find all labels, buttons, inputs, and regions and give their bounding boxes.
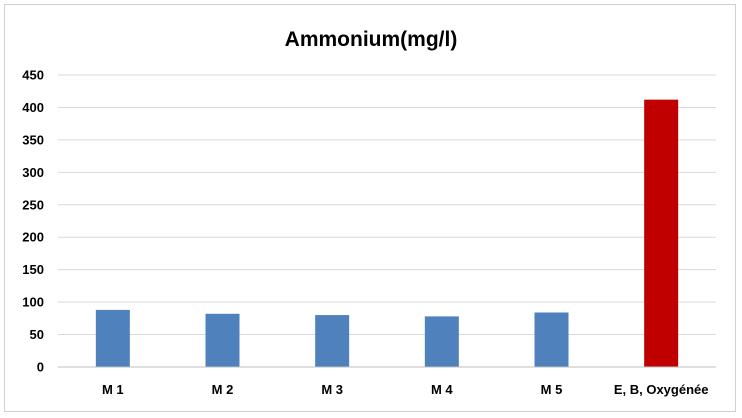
- y-tick-label: 200: [22, 230, 44, 245]
- y-tick-label: 350: [22, 132, 44, 147]
- x-tick-label: M 4: [431, 382, 453, 397]
- x-tick-label: M 2: [212, 382, 234, 397]
- y-tick-label: 50: [30, 327, 44, 342]
- gridlines: [58, 74, 716, 336]
- y-tick-label: 150: [22, 262, 44, 277]
- y-tick-label: 300: [22, 165, 44, 180]
- chart-title: Ammonium(mg/l): [285, 28, 458, 51]
- y-tick-label: 0: [37, 360, 44, 375]
- x-tick-label: M 1: [102, 382, 124, 397]
- bar-1: [95, 309, 130, 367]
- y-axis-ticks: 0 50 100 150 200 250 300 350 400 450: [22, 68, 44, 375]
- x-tick-label: M 3: [321, 382, 343, 397]
- x-axis-ticks: M 1 M 2 M 3 M 4 M 5 E, B, Oxygénée: [102, 382, 708, 397]
- x-tick-label: M 5: [541, 382, 563, 397]
- bar-6: [644, 99, 679, 367]
- bar-5: [534, 312, 569, 367]
- y-tick-label: 250: [22, 197, 44, 212]
- bar-2: [205, 313, 240, 367]
- y-tick-label: 450: [22, 68, 44, 83]
- bars: [95, 99, 679, 367]
- y-tick-label: 100: [22, 295, 44, 310]
- bar-4: [424, 316, 459, 367]
- x-tick-label: E, B, Oxygénée: [614, 382, 709, 397]
- y-tick-label: 400: [22, 100, 44, 115]
- bar-3: [315, 315, 350, 367]
